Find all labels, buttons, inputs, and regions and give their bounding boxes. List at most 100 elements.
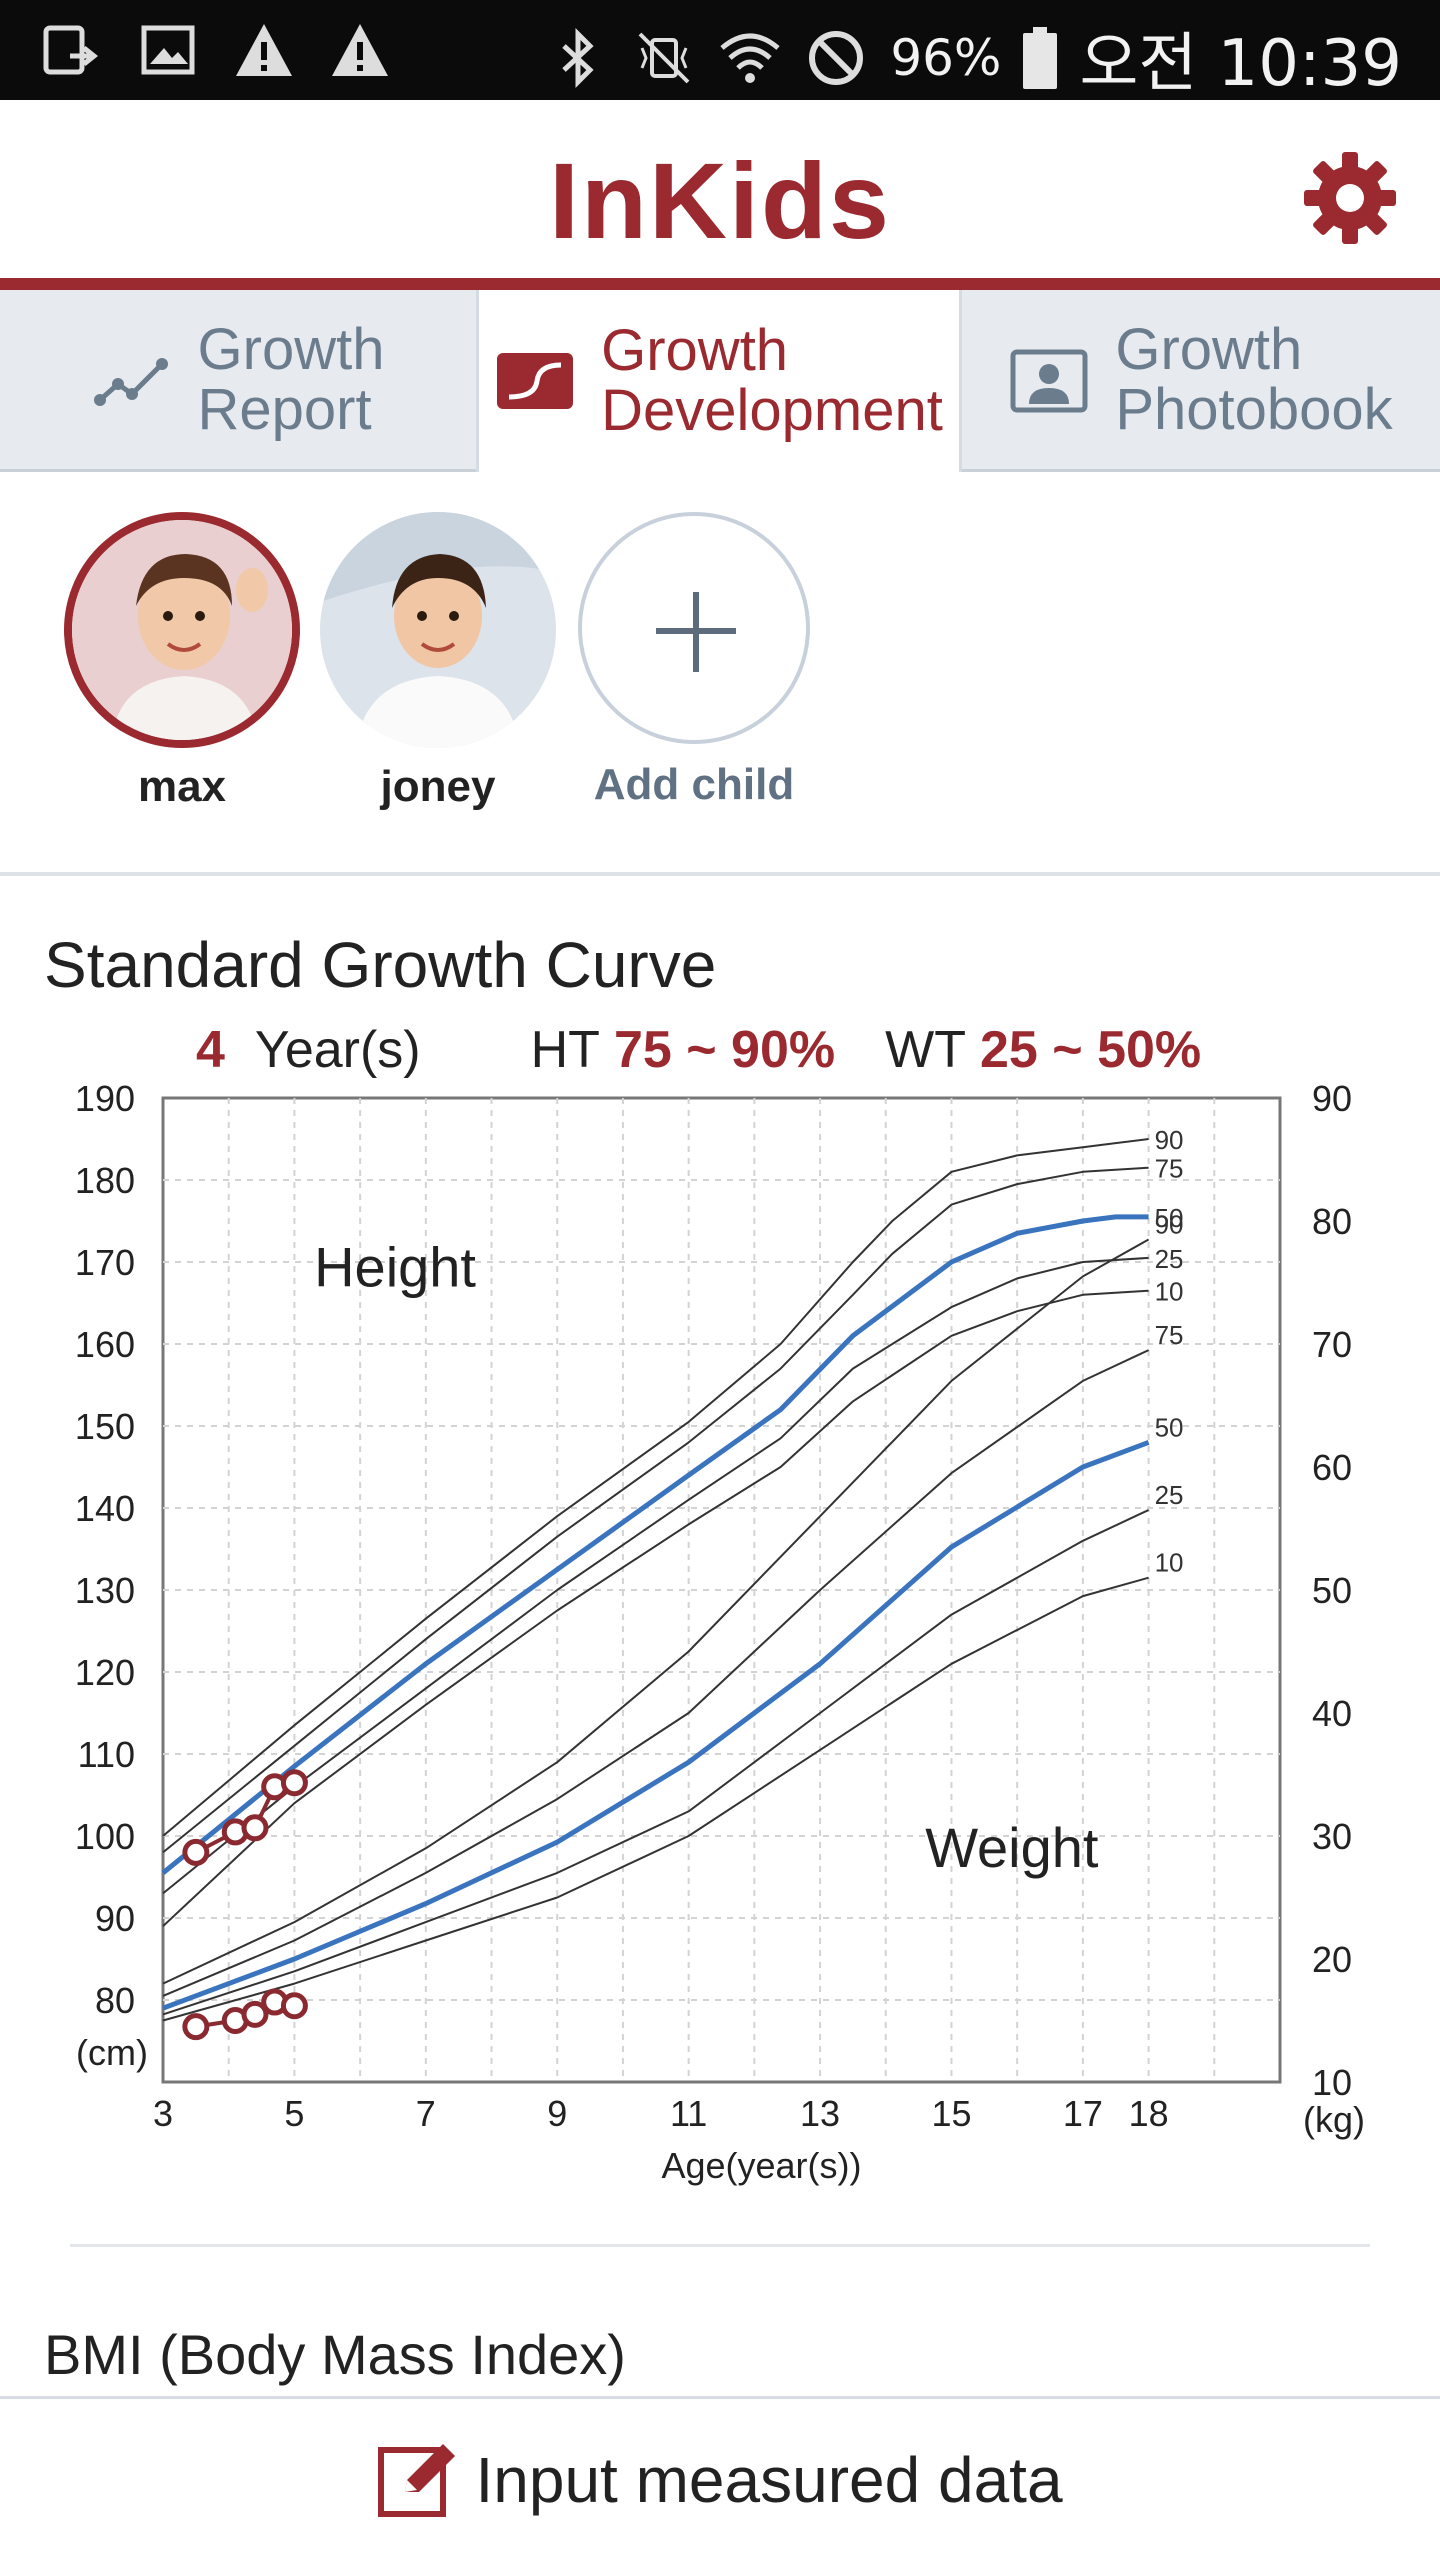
gear-icon[interactable] <box>1302 150 1398 246</box>
line-chart-icon <box>93 357 168 406</box>
y-right-tick-label: 50 <box>1312 1570 1352 1611</box>
height-percentile-25-line <box>162 1256 1149 1895</box>
do-not-disturb-icon <box>809 31 864 85</box>
wt-value: 25 ~ 50% <box>979 1021 1202 1079</box>
weight-percentile-10-line <box>162 1576 1149 2022</box>
status-right: 96% 오전 10:39 <box>546 12 1402 104</box>
input-measured-data-label: Input measured data <box>475 2443 1063 2516</box>
avatar[interactable] <box>320 512 556 748</box>
warning-icon <box>236 24 292 76</box>
curve-icon <box>497 353 574 409</box>
height-percentile-label: 25 <box>1155 1244 1184 1274</box>
x-tick-label: 17 <box>1063 2093 1103 2134</box>
section-divider <box>0 872 1440 876</box>
child-photo <box>320 512 556 748</box>
y-left-tick-label: 170 <box>75 1242 135 1283</box>
x-tick-label: 9 <box>547 2093 567 2134</box>
y-right-tick-label: 10 <box>1312 2062 1352 2103</box>
children-selector: max joney Add child <box>0 472 1440 872</box>
avatar[interactable] <box>64 512 300 748</box>
child-name: max <box>137 762 227 811</box>
child-height-point <box>280 1769 308 1797</box>
child-weight-point <box>280 1992 308 2020</box>
portrait-icon <box>1010 349 1088 412</box>
height-percentile-10-line <box>162 1289 1149 1927</box>
input-measured-data-button[interactable]: Input measured data <box>0 2396 1440 2560</box>
tab-divider <box>959 290 962 472</box>
x-tick-label: 18 <box>1129 2093 1169 2134</box>
y-right-tick-label: 30 <box>1312 1816 1352 1857</box>
child-name: joney <box>380 762 496 811</box>
height-percentile-label: 90 <box>1155 1125 1184 1155</box>
y-right-tick-label: 20 <box>1312 1939 1352 1980</box>
tab-label: Growth Development <box>601 318 943 443</box>
bluetooth-icon <box>562 27 594 89</box>
y-left-axis-label: (cm) <box>76 2032 148 2073</box>
height-annotation: Height <box>314 1236 476 1299</box>
y-right-tick-label: 40 <box>1312 1693 1352 1734</box>
weight-percentile-label: 90 <box>1155 1209 1184 1239</box>
child-max[interactable]: max <box>62 512 302 812</box>
y-right-tick-label: 90 <box>1312 1080 1352 1119</box>
child-joney[interactable]: joney <box>318 512 558 812</box>
y-left-tick-label: 130 <box>75 1570 135 1611</box>
y-left-tick-label: 120 <box>75 1652 135 1693</box>
age-unit: Year(s) <box>254 1021 421 1079</box>
x-tick-label: 15 <box>931 2093 971 2134</box>
tab-label: Growth Report <box>197 316 385 442</box>
wt-label: WT <box>885 1021 966 1079</box>
tab-growth-photobook[interactable]: Growth Photobook <box>962 290 1440 472</box>
status-bar: 96% 오전 10:39 <box>0 0 1440 101</box>
growth-curve-title: Standard Growth Curve <box>44 929 717 1001</box>
height-percentile-label: 50 <box>1155 1203 1184 1233</box>
edit-icon <box>378 2443 456 2517</box>
app-header: InKids <box>0 100 1440 278</box>
screen-cast-icon <box>43 25 99 75</box>
height-percentile-label: 10 <box>1155 1277 1184 1307</box>
y-left-tick-label: 100 <box>75 1816 135 1857</box>
y-left-tick-label: 190 <box>75 1080 135 1119</box>
y-left-tick-label: 90 <box>95 1898 135 1939</box>
age-value: 4 <box>196 1021 225 1079</box>
y-left-tick-label: 160 <box>75 1324 135 1365</box>
weight-percentile-label: 10 <box>1155 1548 1184 1578</box>
ht-value: 75 ~ 90% <box>613 1021 836 1079</box>
y-left-tick-label: 140 <box>75 1488 135 1529</box>
weight-percentile-label: 75 <box>1155 1320 1184 1350</box>
tab-growth-development[interactable]: Growth Development <box>479 290 959 472</box>
add-child-circle[interactable] <box>578 512 810 744</box>
app-logo: InKids <box>548 140 891 261</box>
child-weight-point <box>182 2013 210 2041</box>
clock: 오전 10:39 <box>1079 27 1402 101</box>
y-right-tick-label: 60 <box>1312 1447 1352 1488</box>
battery-percent: 96% <box>890 29 1002 87</box>
weight-percentile-25-line <box>162 1509 1150 2016</box>
weight-percentile-90-line <box>162 1238 1150 1985</box>
warning-icon <box>332 24 388 76</box>
x-axis-label: Age(year(s)) <box>661 2145 861 2186</box>
child-weight-point <box>241 2000 269 2028</box>
y-left-tick-label: 80 <box>95 1980 135 2021</box>
wifi-icon <box>720 33 780 83</box>
height-percentile-label: 75 <box>1155 1154 1184 1184</box>
vibrate-mute-icon <box>638 32 690 84</box>
tab-bar: Growth Report Growth Development Growth Pho… <box>0 290 1440 472</box>
tab-label: Growth Photobook <box>1115 316 1393 442</box>
child-height-point <box>241 1814 269 1842</box>
section-divider <box>70 2244 1370 2247</box>
tab-growth-report[interactable]: Growth Report <box>0 290 476 472</box>
plus-icon-bar <box>693 592 699 672</box>
child-height-point <box>182 1838 210 1866</box>
weight-percentile-75-line <box>162 1349 1150 1997</box>
status-left-icons <box>40 18 392 82</box>
y-left-tick-label: 150 <box>75 1406 135 1447</box>
weight-percentile-label: 50 <box>1155 1412 1184 1442</box>
y-right-tick-label: 80 <box>1312 1201 1352 1242</box>
add-child-button[interactable]: Add child <box>574 512 814 810</box>
y-right-axis-label: (kg) <box>1303 2099 1365 2140</box>
height-percentile-75-line <box>162 1166 1149 1854</box>
x-tick-label: 13 <box>800 2093 840 2134</box>
x-tick-label: 7 <box>416 2093 436 2134</box>
y-left-tick-label: 180 <box>75 1160 135 1201</box>
height-percentile-50-line <box>161 1214 1149 1875</box>
